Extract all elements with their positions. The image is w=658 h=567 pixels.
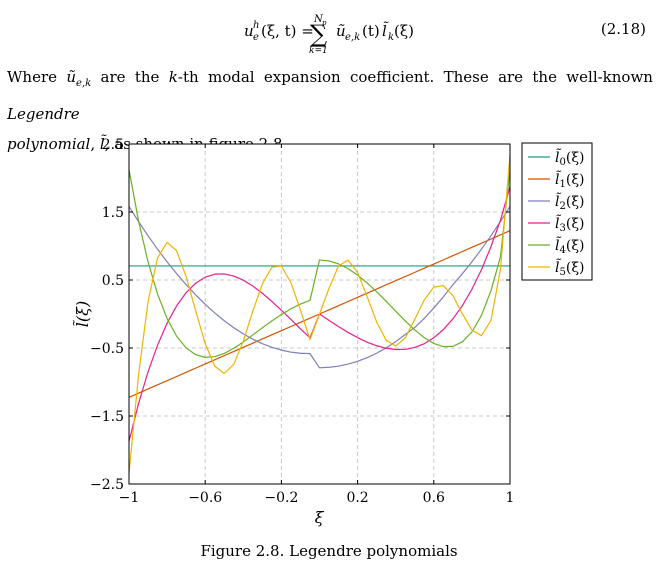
- y-tick-label: −1.5: [90, 409, 124, 425]
- x-tick-label: 0.6: [423, 490, 445, 506]
- x-tick-label: −1: [119, 490, 140, 506]
- eq-sum-upper: N: [313, 14, 324, 25]
- series-line-l5: [128, 154, 511, 474]
- para-coef-sub: e,k: [76, 78, 92, 89]
- x-axis-label: ξ: [315, 508, 325, 527]
- eq-rhs-basis-sub: k: [388, 32, 394, 43]
- legend-entry-l4: l̃4(ξ): [555, 236, 585, 256]
- x-tick-labels: −1 −0.6 −0.2 0.2 0.6 1: [119, 490, 515, 506]
- series-lines: [128, 154, 511, 474]
- para-text-4: ,: [90, 135, 96, 153]
- para-sym: l̃: [99, 135, 105, 153]
- eq-sum-lower: k=1: [309, 46, 328, 56]
- axis-ticks: [128, 143, 511, 485]
- x-tick-label: −0.2: [264, 490, 298, 506]
- eq-rhs-coef-args: (t): [362, 22, 380, 40]
- eq-sum-symbol: ∑: [310, 20, 327, 48]
- series-line-l2: [128, 206, 511, 369]
- legend-entry-l5: l̃5(ξ): [555, 258, 585, 278]
- x-tick-label: −0.6: [188, 490, 222, 506]
- legend: l̃0(ξ)l̃1(ξ)l̃2(ξ)l̃3(ξ)l̃4(ξ)l̃5(ξ): [521, 142, 593, 281]
- y-tick-label: −2.5: [90, 477, 124, 493]
- legend-items: l̃0(ξ)l̃1(ξ)l̃2(ξ)l̃3(ξ)l̃4(ξ)l̃5(ξ): [528, 148, 585, 278]
- para-coef: ũ: [66, 68, 77, 86]
- legend-entry-l3: l̃3(ξ): [555, 214, 585, 234]
- figure-caption: Figure 2.8. Legendre polynomials: [200, 542, 458, 560]
- eq-rhs-coef-sub: e,k: [345, 32, 360, 43]
- eq-lhs: u: [244, 22, 254, 40]
- para-word-where: Where: [7, 68, 58, 86]
- legend-entry-l0: l̃0(ξ): [555, 148, 585, 168]
- eq-rhs-basis-args: (ξ): [394, 22, 414, 40]
- equation-number: (2.18): [600, 20, 646, 38]
- y-tick-label: 0.5: [102, 273, 124, 289]
- y-tick-label: −0.5: [90, 341, 124, 357]
- equation-row: u h e (ξ, t) = N p ∑ k=1 ũ e,k (t) l̃ k …: [0, 4, 658, 56]
- para-text-3: -th modal expansion coefficient. These a…: [177, 68, 653, 86]
- eq-lhs-sub: e: [253, 32, 259, 43]
- x-tick-label: 1: [506, 490, 515, 506]
- y-tick-label: 1.5: [102, 205, 124, 221]
- legendre-chart: −1 −0.6 −0.2 0.2 0.6 1 −2.5−1.5−0.50.51.52.5 …: [73, 137, 593, 527]
- eq-lhs-sup: h: [253, 20, 259, 31]
- legend-entry-l1: l̃1(ξ): [555, 170, 585, 190]
- legend-entry-l2: l̃2(ξ): [555, 192, 585, 212]
- y-axis-label: l̃(ξ): [73, 301, 92, 327]
- x-tick-label: 0.2: [346, 490, 368, 506]
- eq-sum-upper-sub: p: [322, 19, 327, 27]
- y-tick-labels: −2.5 −1.5 −0.5 0.5 1.5 2.5: [90, 137, 124, 493]
- series-line-l4: [128, 169, 511, 358]
- para-k: k: [168, 68, 178, 86]
- eq-rhs-basis: l̃: [382, 22, 389, 40]
- y-tick-label: 2.5: [102, 137, 124, 153]
- para-emph-polynomial: polynomial: [7, 135, 91, 153]
- plot-frame: [128, 143, 511, 485]
- para-text-2: are the: [100, 68, 160, 86]
- para-emph-legendre: Legendre: [7, 105, 80, 123]
- eq-rhs-coef: ũ: [336, 22, 346, 40]
- eq-lhs-args: (ξ, t) =: [261, 22, 314, 40]
- legend-box: [521, 142, 593, 281]
- equation-2-18: u h e (ξ, t) = N p ∑ k=1 ũ e,k (t) l̃ k …: [244, 14, 414, 56]
